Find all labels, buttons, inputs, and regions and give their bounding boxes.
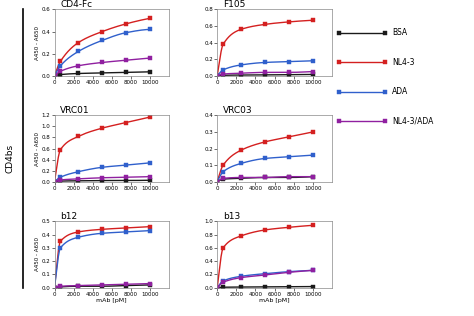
Text: BSA: BSA [392, 28, 407, 37]
Text: VRC03: VRC03 [223, 106, 253, 115]
Text: F105: F105 [223, 0, 246, 9]
Text: b13: b13 [223, 212, 240, 221]
Text: VRC01: VRC01 [60, 106, 90, 115]
X-axis label: mAb [pM]: mAb [pM] [97, 298, 127, 303]
Y-axis label: A450 - A650: A450 - A650 [35, 26, 40, 60]
Text: CD4-Fc: CD4-Fc [60, 0, 92, 9]
Text: NL4-3/ADA: NL4-3/ADA [392, 117, 433, 126]
Y-axis label: A450 - A650: A450 - A650 [35, 131, 40, 166]
Text: NL4-3: NL4-3 [392, 58, 414, 67]
X-axis label: mAb [pM]: mAb [pM] [259, 298, 290, 303]
Text: CD4bs: CD4bs [6, 143, 15, 173]
Text: b12: b12 [60, 212, 77, 221]
Y-axis label: A450 - A650: A450 - A650 [35, 237, 40, 271]
Text: ADA: ADA [392, 87, 408, 96]
